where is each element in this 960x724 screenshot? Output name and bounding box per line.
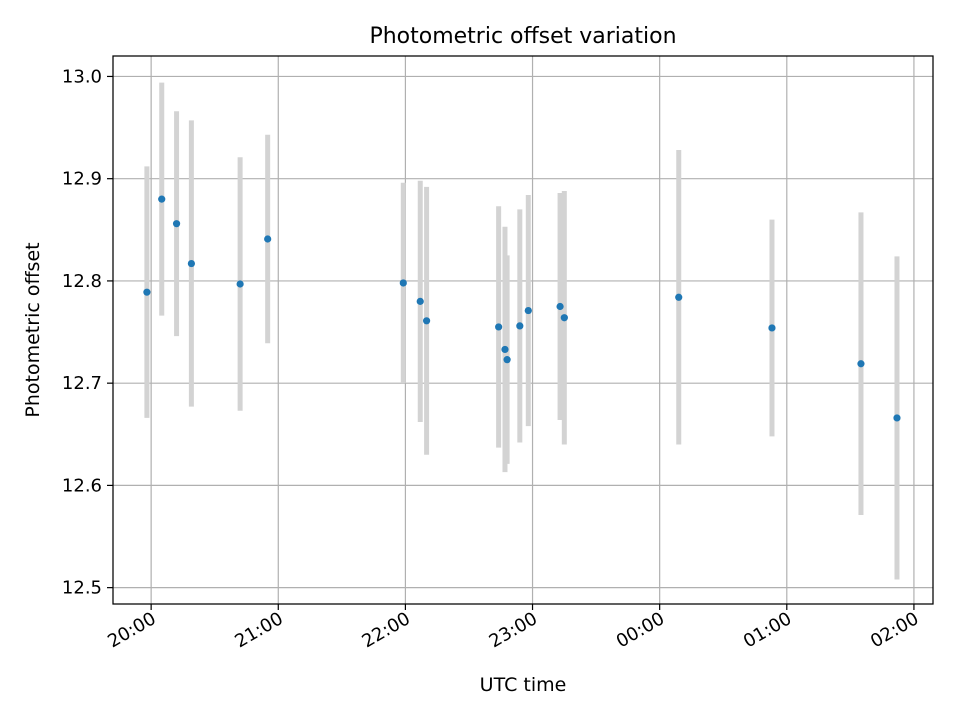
plot-frame — [112, 55, 934, 605]
data-point — [422, 317, 431, 325]
data-point — [675, 293, 683, 301]
data-point — [501, 345, 509, 354]
y-axis-label: Photometric offset — [22, 242, 44, 417]
y-tick-label: 12.5 — [62, 578, 102, 599]
data-point — [495, 323, 503, 331]
y-tick-label: 12.9 — [62, 169, 102, 190]
data-point — [768, 324, 776, 332]
y-tick-label: 13.0 — [62, 66, 102, 87]
chart-title: Photometric offset variation — [369, 24, 676, 49]
y-tick-label: 12.6 — [62, 475, 102, 496]
data-point — [172, 220, 181, 228]
data-point — [857, 360, 865, 368]
data-point — [158, 195, 166, 203]
y-tick-label: 12.7 — [62, 373, 102, 394]
data-point — [893, 414, 901, 422]
data-point — [524, 306, 532, 315]
plot-area — [113, 56, 933, 604]
y-tick-label: 12.8 — [62, 271, 102, 292]
data-point — [560, 314, 568, 322]
data-point — [556, 302, 564, 311]
data-point — [187, 259, 195, 268]
y-axis: 12.5 12.6 12.7 12.8 12.9 13.0 — [62, 66, 113, 599]
data-point — [503, 356, 511, 364]
data-point — [516, 322, 524, 330]
data-point — [236, 280, 244, 288]
data-point — [264, 235, 272, 243]
data-points — [143, 195, 901, 422]
x-axis-label: UTC time — [480, 674, 567, 696]
data-point — [416, 297, 424, 305]
data-point — [143, 288, 151, 296]
data-point — [399, 279, 407, 287]
